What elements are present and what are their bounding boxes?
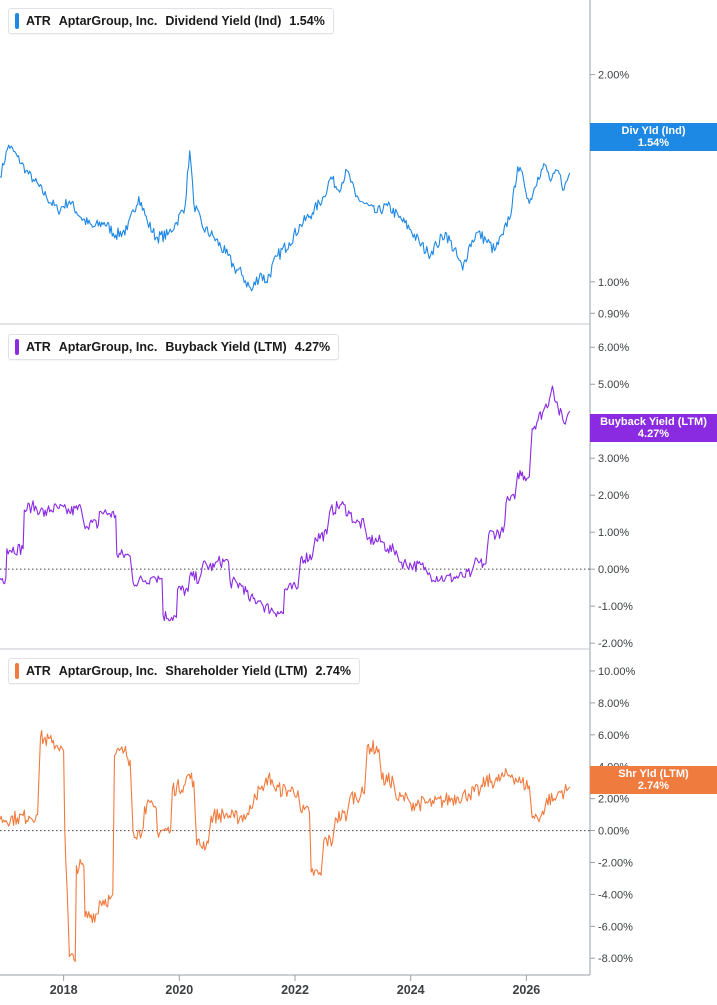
legend-company: AptarGroup, Inc. xyxy=(58,340,158,354)
legend-metric: Shareholder Yield (LTM) xyxy=(165,664,308,678)
badge-shareholder-yield: Shr Yld (LTM) 2.74% xyxy=(590,766,717,794)
y-tick-label: -2.00% xyxy=(598,857,633,869)
x-tick-label: 2022 xyxy=(281,983,309,997)
y-tick-label: 2.00% xyxy=(598,794,629,806)
y-tick-label: -2.00% xyxy=(598,638,633,650)
legend-metric: Buyback Yield (LTM) xyxy=(165,340,287,354)
y-tick-label: 3.00% xyxy=(598,453,629,465)
badge-value: 4.27% xyxy=(637,428,670,440)
legend-swatch-buyback xyxy=(15,339,19,355)
y-tick-label: 0.90% xyxy=(598,308,629,320)
legend-value: 1.54% xyxy=(289,14,325,28)
legend-buyback-yield: ATR AptarGroup, Inc. Buyback Yield (LTM)… xyxy=(8,334,340,360)
badge-buyback-yield: Buyback Yield (LTM) 4.27% xyxy=(590,414,717,442)
badge-value: 1.54% xyxy=(637,137,670,149)
legend-company: AptarGroup, Inc. xyxy=(58,14,158,28)
legend-company: AptarGroup, Inc. xyxy=(58,664,158,678)
x-tick-label: 2018 xyxy=(50,983,78,997)
y-tick-label: 10.00% xyxy=(598,666,636,678)
legend-ticker: ATR xyxy=(26,14,51,28)
y-tick-label: 5.00% xyxy=(598,379,629,391)
y-tick-label: 8.00% xyxy=(598,698,629,710)
x-tick-label: 2026 xyxy=(512,983,540,997)
legend-ticker: ATR xyxy=(26,340,51,354)
y-tick-label: -6.00% xyxy=(598,921,633,933)
y-tick-label: 1.00% xyxy=(598,527,629,539)
legend-ticker: ATR xyxy=(26,664,51,678)
badge-label: Div Yld (Ind) xyxy=(621,125,686,137)
y-tick-label: 0.00% xyxy=(598,564,629,576)
legend-shareholder-yield: ATR AptarGroup, Inc. Shareholder Yield (… xyxy=(8,658,360,684)
badge-dividend-yield: Div Yld (Ind) 1.54% xyxy=(590,123,717,151)
badge-label: Buyback Yield (LTM) xyxy=(600,416,707,428)
legend-swatch-dividend xyxy=(15,13,19,29)
y-tick-label: -1.00% xyxy=(598,601,633,613)
badge-value: 2.74% xyxy=(637,780,670,792)
badge-label: Shr Yld (LTM) xyxy=(618,768,689,780)
legend-dividend-yield: ATR AptarGroup, Inc. Dividend Yield (Ind… xyxy=(8,8,334,34)
legend-swatch-shareholder xyxy=(15,663,19,679)
y-tick-label: 6.00% xyxy=(598,342,629,354)
y-tick-label: 2.00% xyxy=(598,70,629,82)
series-line-shareholder xyxy=(0,729,571,962)
x-tick-label: 2020 xyxy=(165,983,193,997)
series-line-dividend xyxy=(0,144,571,292)
series-line-buyback xyxy=(0,385,571,622)
legend-value: 2.74% xyxy=(315,664,351,678)
y-tick-label: 1.00% xyxy=(598,277,629,289)
y-tick-label: -4.00% xyxy=(598,889,633,901)
y-tick-label: -8.00% xyxy=(598,953,633,965)
y-tick-label: 6.00% xyxy=(598,730,629,742)
x-tick-label: 2024 xyxy=(397,983,425,997)
legend-metric: Dividend Yield (Ind) xyxy=(165,14,282,28)
y-tick-label: 2.00% xyxy=(598,490,629,502)
legend-value: 4.27% xyxy=(294,340,331,354)
y-tick-label: 0.00% xyxy=(598,826,629,838)
